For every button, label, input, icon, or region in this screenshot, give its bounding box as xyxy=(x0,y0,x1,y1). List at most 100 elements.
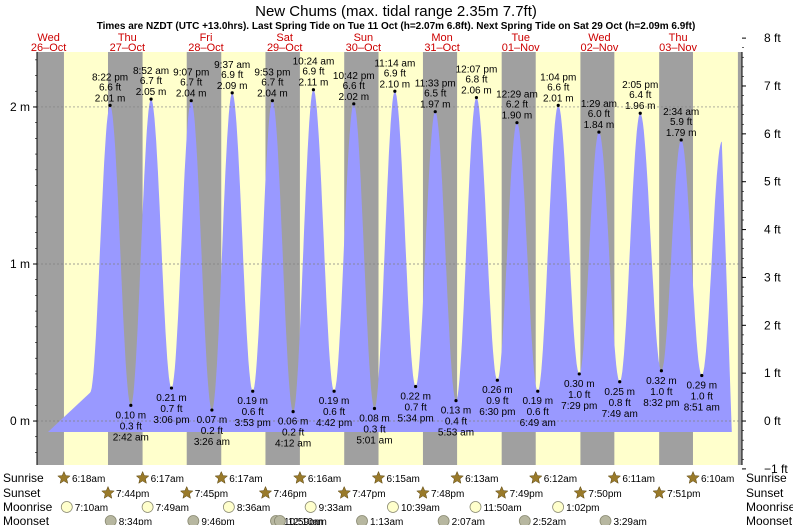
day-label: Mon xyxy=(431,32,452,44)
low-tide-time: 5:34 pm xyxy=(398,413,434,424)
low-tide-meters: 0.13 m xyxy=(441,406,472,417)
tide-labels: 8:22 pm6.6 ft2.01 m0.10 m0.3 ft2:42 am8:… xyxy=(92,57,720,450)
tide-point xyxy=(433,110,437,114)
moonset-row-label-right: Moonset xyxy=(746,514,793,525)
moonrise-moon-icon xyxy=(304,501,317,513)
date-label: 29–Oct xyxy=(267,42,302,54)
tide-point xyxy=(679,138,683,142)
high-tide-feet: 6.7 ft xyxy=(140,76,162,87)
high-tide-meters: 2.04 m xyxy=(176,89,207,100)
high-tide-time: 8:22 pm xyxy=(92,72,128,83)
high-tide-meters: 2.09 m xyxy=(217,81,248,92)
sunrise-icon xyxy=(607,470,622,484)
moonrise-time: 11:50am xyxy=(484,503,522,514)
high-tide-feet: 5.9 ft xyxy=(670,117,692,128)
low-tide-feet: 0.6 ft xyxy=(323,407,345,418)
low-tide-feet: 0.2 ft xyxy=(201,426,223,437)
low-tide-feet: 0.2 ft xyxy=(282,428,304,439)
left-tick-label: 1 m xyxy=(10,257,30,271)
low-tide-time: 3:53 pm xyxy=(235,418,271,429)
high-tide-feet: 6.0 ft xyxy=(588,109,610,120)
low-tide-time: 4:42 pm xyxy=(316,418,352,429)
low-tide-meters: 0.10 m xyxy=(116,410,147,421)
moonset-moon-icon xyxy=(437,515,450,525)
low-tide-time: 3:06 pm xyxy=(153,415,189,426)
low-tide-meters: 0.29 m xyxy=(686,380,717,391)
date-label: 28–Oct xyxy=(188,42,223,54)
high-tide-meters: 2.05 m xyxy=(136,87,167,98)
moonset-time: 8:34pm xyxy=(119,517,152,525)
tide-point xyxy=(515,121,519,125)
sunset-time: 7:48pm xyxy=(431,489,464,500)
date-label: 02–Nov xyxy=(580,42,618,54)
tide-point xyxy=(270,99,274,103)
day-label: Tue xyxy=(511,32,530,44)
high-tide-time: 1:29 am xyxy=(581,99,617,110)
high-tide-feet: 6.6 ft xyxy=(99,82,121,93)
low-tide-time: 7:49 am xyxy=(602,409,638,420)
moonset-row-label: Moonset xyxy=(3,514,50,525)
low-tide-feet: 0.7 ft xyxy=(405,402,427,413)
sunrise-icon xyxy=(57,470,71,484)
right-tick-label: −1 ft xyxy=(764,462,788,476)
tide-point xyxy=(536,389,540,393)
right-tick-label: 5 ft xyxy=(764,175,781,189)
date-label: 30–Oct xyxy=(346,42,381,54)
moonset-moon-icon xyxy=(273,515,286,525)
sunrise-icon xyxy=(686,470,700,484)
high-tide-meters: 1.90 m xyxy=(502,111,533,122)
high-tide-meters: 2.06 m xyxy=(461,86,492,97)
sunset-icon xyxy=(337,485,352,499)
low-tide-meters: 0.25 m xyxy=(604,387,635,398)
tide-area xyxy=(48,89,732,432)
sunrise-time: 6:12am xyxy=(544,474,577,485)
low-tide-time: 6:49 am xyxy=(520,418,556,429)
low-tide-meters: 0.08 m xyxy=(359,413,390,424)
sunset-time: 7:46pm xyxy=(273,489,306,500)
moonset-time: 2:07am xyxy=(452,517,485,525)
tide-point xyxy=(332,389,336,393)
right-tick-label: 0 ft xyxy=(764,414,781,428)
high-tide-meters: 1.97 m xyxy=(420,100,451,111)
low-tide-feet: 0.7 ft xyxy=(160,404,182,415)
moonset-time: 3:29am xyxy=(613,517,646,525)
sunset-icon xyxy=(179,485,194,499)
day-label: Fri xyxy=(200,32,213,44)
day-label: Thu xyxy=(669,32,688,44)
tide-point xyxy=(414,384,418,389)
tide-point xyxy=(638,111,642,115)
tide-point xyxy=(210,408,214,412)
moonrise-time: 9:33am xyxy=(319,503,352,514)
sunrise-icon xyxy=(371,470,386,484)
sunset-icon xyxy=(101,485,115,499)
tide-point xyxy=(149,97,153,101)
high-tide-meters: 2.01 m xyxy=(543,93,574,104)
day-label: Wed xyxy=(37,32,59,44)
tide-point xyxy=(495,378,499,382)
day-label: Thu xyxy=(118,32,137,44)
high-tide-time: 1:04 pm xyxy=(540,72,576,83)
moonset-time: 1:13am xyxy=(370,517,403,525)
moonset-moon-icon xyxy=(599,515,612,525)
sunset-time: 7:49pm xyxy=(510,489,543,500)
low-tide-time: 7:29 pm xyxy=(561,401,597,412)
right-tick-label: 2 ft xyxy=(764,318,781,332)
high-tide-feet: 6.4 ft xyxy=(629,90,651,101)
tide-point xyxy=(393,89,397,93)
sunset-time: 7:50pm xyxy=(588,489,621,500)
moonrise-moon-icon xyxy=(552,501,565,513)
moonrise-moon-icon xyxy=(141,501,154,513)
high-tide-feet: 6.9 ft xyxy=(302,67,324,78)
day-label: Sat xyxy=(276,32,293,44)
high-tide-meters: 2.10 m xyxy=(380,79,411,90)
high-tide-feet: 6.9 ft xyxy=(384,68,406,79)
low-tide-feet: 1.0 ft xyxy=(691,391,713,402)
low-tide-meters: 0.26 m xyxy=(482,385,513,396)
sunrise-icon xyxy=(450,470,464,484)
low-tide-feet: 0.4 ft xyxy=(445,417,467,428)
tide-point xyxy=(352,102,356,106)
high-tide-meters: 2.04 m xyxy=(257,89,288,100)
sunset-time: 7:44pm xyxy=(116,489,149,500)
moonset-moon-icon xyxy=(187,515,200,525)
